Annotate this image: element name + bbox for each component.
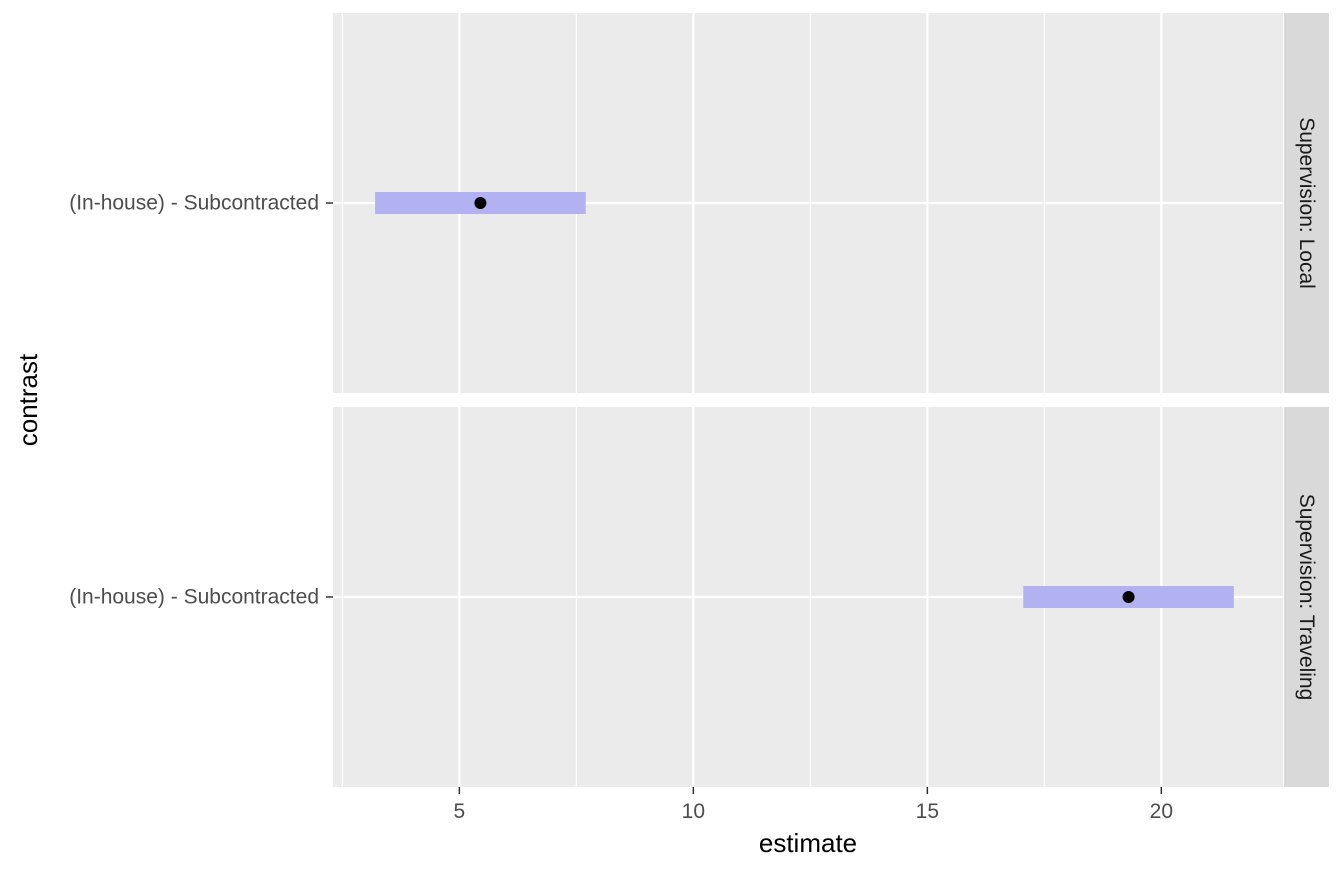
facet-strip: [1284, 407, 1329, 787]
y-tick-label: (In-house) - Subcontracted: [69, 192, 319, 215]
estimate-point: [474, 197, 487, 209]
y-axis-title: contrast: [13, 353, 43, 446]
facet-strip: [1284, 13, 1329, 393]
x-tick-label: 15: [916, 800, 939, 823]
x-tick-label: 10: [682, 800, 705, 823]
x-axis-title: estimate: [759, 828, 857, 858]
x-tick-label: 20: [1150, 800, 1173, 823]
facet-strip-label: Supervision: Traveling: [1295, 494, 1318, 701]
y-tick-label: (In-house) - Subcontracted: [69, 586, 319, 609]
facet-strip-label: Supervision: Local: [1295, 117, 1318, 289]
estimate-point: [1122, 591, 1135, 603]
x-tick-label: 5: [454, 800, 466, 823]
